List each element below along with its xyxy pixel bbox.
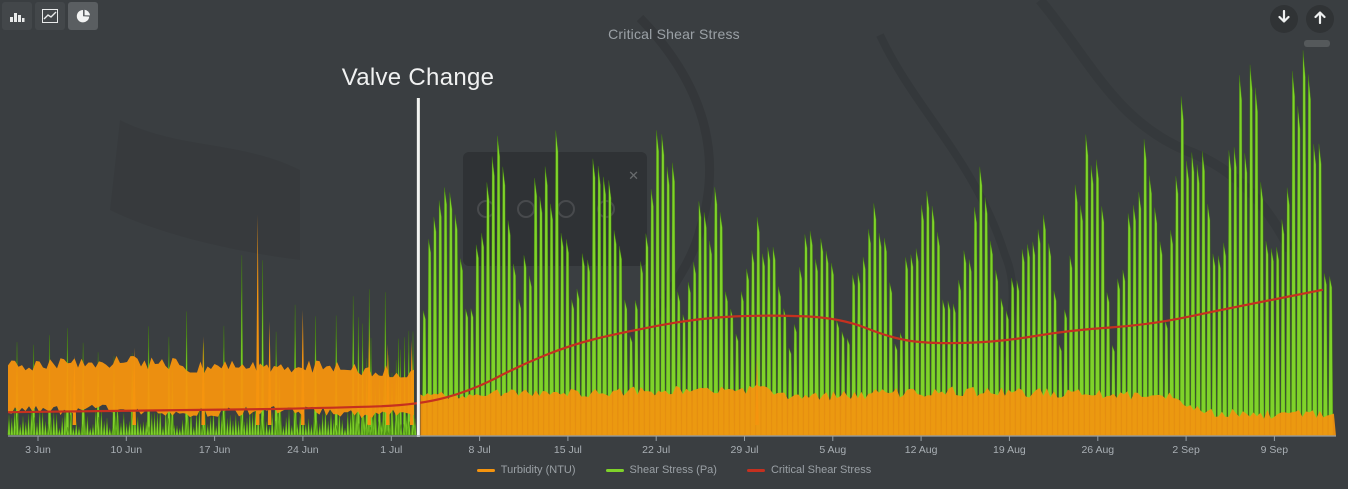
x-tick-label: 10 Jun: [111, 444, 143, 456]
x-tick-label: 29 Jul: [730, 444, 758, 456]
legend-label: Critical Shear Stress: [770, 464, 872, 476]
x-tick-label: 1 Jul: [380, 444, 402, 456]
x-axis: 3 Jun 10 Jun 17 Jun 24 Jun 1 Jul 8 Jul 15 Jul 2…: [8, 435, 1336, 456]
line-chart-icon: [42, 9, 58, 23]
x-tick-label: 19 Aug: [993, 444, 1026, 456]
legend-item[interactable]: Shear Stress (Pa): [605, 464, 717, 476]
x-tick-label: 9 Sep: [1261, 444, 1289, 456]
line-chart-button[interactable]: [35, 2, 65, 30]
x-tick-label: 15 Jul: [554, 444, 582, 456]
x-tick-label: 12 Aug: [905, 444, 938, 456]
move-up-button[interactable]: [1306, 5, 1334, 33]
bar-chart-icon: [9, 9, 25, 23]
legend-label: Turbidity (NTU): [500, 464, 576, 476]
x-tick-label: 24 Jun: [287, 444, 319, 456]
pie-chart-button[interactable]: [68, 2, 98, 30]
close-icon: ✕: [628, 168, 639, 183]
move-down-button[interactable]: [1270, 5, 1298, 33]
chart-type-toolbar: [2, 2, 98, 30]
x-tick-label: 22 Jul: [642, 444, 670, 456]
arrow-up-icon: [1313, 10, 1327, 29]
series-turbidity: [8, 214, 1336, 436]
legend-swatch: [605, 468, 624, 472]
valve-change-annotation-label: Valve Change: [341, 64, 495, 91]
x-tick-label: 3 Jun: [25, 444, 51, 456]
x-tick-label: 26 Aug: [1081, 444, 1114, 456]
x-tick-label: 2 Sep: [1172, 444, 1200, 456]
window-toolbar: [1270, 5, 1334, 33]
arrow-down-icon: [1277, 9, 1291, 29]
series-critical-shear-stress: [7, 288, 1323, 414]
bar-chart-button[interactable]: [2, 2, 32, 30]
chart-legend: Turbidity (NTU) Shear Stress (Pa) Critical…: [0, 464, 1348, 476]
resize-handle[interactable]: [1304, 40, 1330, 47]
x-tick-label: 8 Jul: [469, 444, 491, 456]
legend-label: Shear Stress (Pa): [629, 464, 717, 476]
chart-title: Critical Shear Stress: [608, 26, 740, 42]
background-map-hints: [110, 0, 1295, 362]
legend-item[interactable]: Critical Shear Stress: [746, 464, 872, 476]
legend-swatch: [476, 468, 495, 472]
pie-chart-icon: [76, 9, 91, 24]
x-tick-label: 17 Jun: [199, 444, 231, 456]
legend-item[interactable]: Turbidity (NTU): [476, 464, 576, 476]
x-tick-label: 5 Aug: [819, 444, 846, 456]
legend-swatch: [746, 468, 765, 472]
